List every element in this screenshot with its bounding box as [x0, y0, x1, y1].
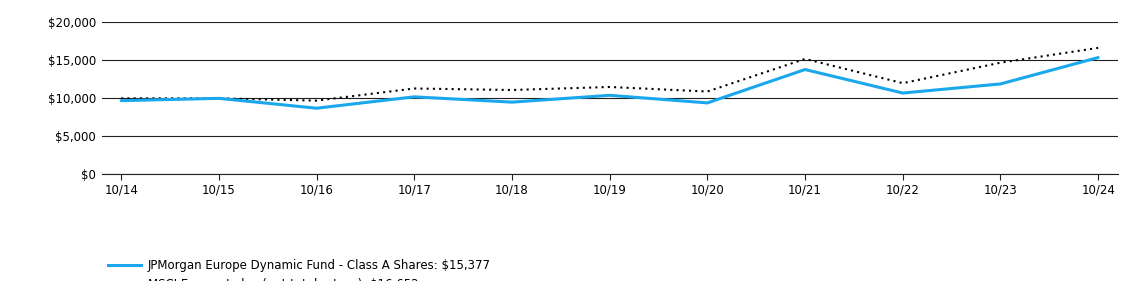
Legend: JPMorgan Europe Dynamic Fund - Class A Shares: $15,377, MSCI Europe Index (net t: JPMorgan Europe Dynamic Fund - Class A S…	[107, 259, 491, 281]
